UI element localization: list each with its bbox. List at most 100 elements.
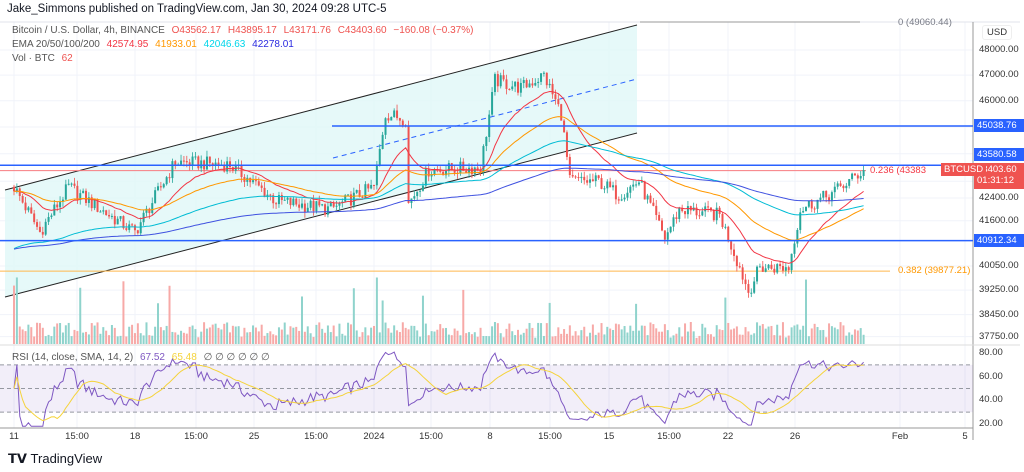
candle-body — [309, 200, 312, 208]
volume-bar — [580, 330, 583, 344]
price-tick: 48000.00 — [979, 44, 1019, 55]
candle-body — [439, 169, 442, 172]
candle-body — [50, 215, 53, 218]
volume-bar — [661, 331, 663, 344]
volume-bar — [197, 337, 200, 344]
volume-bar — [128, 326, 131, 344]
candle-body — [612, 185, 615, 188]
candle-body — [338, 202, 341, 206]
ema20-line — [13, 90, 864, 264]
volume-bar — [856, 330, 859, 344]
candle-body — [747, 284, 750, 293]
candle-body — [560, 104, 563, 121]
volume-bar — [672, 335, 675, 344]
volume-bar — [398, 331, 401, 344]
candle-body — [537, 81, 540, 83]
volume-bar — [416, 330, 419, 344]
candle-body — [528, 83, 531, 88]
volume-bar — [542, 335, 545, 344]
candle-body — [597, 175, 600, 179]
candle-body — [626, 192, 629, 198]
volume-bar — [589, 332, 591, 344]
candle-body — [586, 180, 589, 183]
candle-body — [246, 177, 249, 182]
candle-body — [663, 230, 666, 240]
volume-bar — [836, 329, 839, 344]
volume-bar — [689, 322, 692, 344]
candle-body — [257, 181, 260, 186]
candle-body — [44, 221, 47, 235]
volume-bar — [396, 330, 399, 344]
channel-lower-line — [4, 132, 638, 298]
candle-body — [609, 181, 612, 188]
level-price-tag: 43580.58 — [974, 148, 1024, 162]
candle-body — [479, 169, 482, 173]
candle-body — [525, 80, 528, 88]
volume-bar — [522, 332, 525, 344]
volume-bar — [730, 329, 733, 344]
volume-bar — [355, 330, 358, 344]
volume-bar — [131, 324, 134, 344]
symbol-legend: Bitcoin / U.S. Dollar, 4h, BINANCE O4356… — [12, 25, 477, 36]
candle-body — [637, 182, 640, 185]
volume-bar — [707, 334, 710, 344]
volume-bar — [643, 325, 646, 344]
volume-bar — [21, 329, 24, 344]
rsi-tick: 40.00 — [979, 394, 1003, 406]
candle-body — [741, 267, 744, 280]
level-price-tag: 40912.34 — [974, 233, 1024, 247]
volume-bar — [344, 335, 347, 344]
candle-body — [468, 167, 471, 173]
volume-bar — [151, 335, 154, 344]
volume-bar — [370, 327, 373, 344]
candle-body — [632, 184, 635, 187]
volume-bar — [439, 324, 442, 344]
volume-bar — [862, 334, 865, 344]
volume-bar — [658, 331, 661, 344]
volume-bar — [470, 334, 473, 344]
candle-body — [47, 217, 50, 222]
candle-body — [277, 195, 280, 205]
rsi-tick: 60.00 — [979, 370, 1003, 382]
candle-body — [355, 190, 358, 193]
candle-body — [191, 156, 194, 166]
candle-body — [125, 228, 128, 230]
candle-body — [591, 179, 594, 182]
candle-body — [33, 213, 36, 223]
volume-bar — [214, 323, 217, 344]
volume-bar — [545, 323, 548, 344]
candle-body — [568, 156, 571, 176]
volume-bar — [482, 335, 485, 344]
volume-bar — [335, 336, 338, 344]
volume-bar — [231, 325, 234, 344]
volume-bar — [839, 322, 842, 344]
candle-body — [301, 203, 303, 208]
volume-bar — [453, 328, 456, 344]
candle-body — [286, 197, 289, 200]
candle-body — [430, 174, 433, 177]
volume-bar — [560, 333, 563, 344]
candle-body — [433, 169, 436, 175]
candle-body — [387, 118, 390, 121]
time-tick: 11 — [9, 431, 19, 442]
volume-bar — [30, 327, 33, 344]
candle-body — [580, 176, 583, 179]
volume-bar — [807, 336, 810, 344]
candle-body — [698, 215, 701, 217]
candle-body — [542, 72, 545, 74]
volume-bar — [280, 329, 283, 344]
candle-body — [600, 178, 603, 189]
candle-body — [148, 208, 151, 214]
candle-body — [136, 230, 139, 234]
time-tick: 2024 — [363, 431, 385, 442]
volume-bar — [548, 302, 551, 344]
volume-bar — [301, 296, 303, 344]
currency-button[interactable]: USD — [982, 25, 1013, 40]
candle-body — [517, 81, 519, 93]
volume-bar — [747, 331, 750, 344]
candle-body — [531, 83, 534, 86]
volume-bar — [517, 329, 519, 344]
volume-bar — [257, 331, 260, 344]
volume-bar — [531, 327, 534, 344]
